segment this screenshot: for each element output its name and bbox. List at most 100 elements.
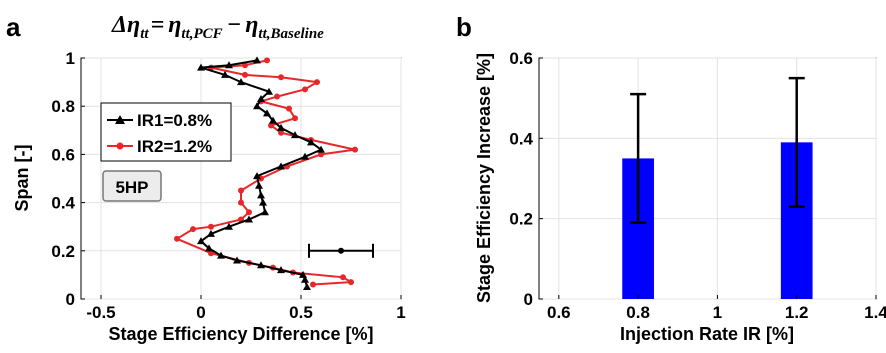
chart-b-frame — [538, 57, 877, 300]
data-point-ir2 — [208, 223, 214, 230]
chart-a-legend: IR1=0.8% IR2=1.2% — [100, 102, 232, 162]
data-point-ir1 — [253, 56, 261, 64]
chart-b-ytick-label: 0.6 — [509, 49, 533, 68]
data-point-ir2 — [348, 279, 354, 286]
title-sub-tt: tt — [140, 26, 149, 42]
data-point-ir1 — [253, 102, 261, 110]
annotation-5hp: 5HP — [102, 170, 162, 202]
data-point-ir2 — [190, 226, 196, 233]
chart-b-ylabel: Stage Efficiency Increase [%] — [474, 53, 494, 303]
legend-label-ir2: IR2=1.2% — [137, 137, 212, 156]
data-point-ir1 — [263, 109, 271, 117]
data-point-ir1 — [317, 145, 325, 153]
legend-label-ir1: IR1=0.8% — [137, 111, 212, 130]
data-point-ir1 — [255, 181, 263, 189]
annotation-label: 5HP — [115, 178, 148, 197]
data-point-ir2 — [278, 129, 284, 136]
data-point-ir1 — [205, 244, 213, 252]
data-point-ir2 — [268, 122, 274, 129]
chart-b-xtick-label: 0.8 — [626, 303, 650, 322]
chart-a-xtick-label: 0 — [196, 303, 205, 322]
data-point-ir1 — [257, 191, 265, 199]
chart-b-bars — [622, 76, 813, 299]
chart-a-ylabel: Span [-] — [12, 145, 32, 212]
data-point-ir1 — [207, 229, 215, 237]
title-eq: = — [151, 12, 165, 38]
chart-b-xtick-label: 0.6 — [547, 303, 571, 322]
title-minus: − — [227, 12, 242, 38]
data-point-ir1 — [197, 237, 205, 245]
chart-a-ytick-label: 0 — [66, 290, 75, 309]
chart-a: -0.5 0 0.5 1 0 0.2 0.4 0.6 0.8 1 Stage Efficiency… — [12, 49, 406, 344]
chart-a-series — [174, 56, 358, 290]
svg-text:Δηtt=ηtt,PCF−ηtt,Baseline: Δηtt= ηtt,PCF − ηtt,Baseline — [111, 12, 324, 42]
panel-b-label: b — [456, 12, 472, 42]
data-point-ir1 — [307, 138, 315, 146]
data-point-ir1 — [217, 251, 225, 259]
chart-a-ytick-label: 0.6 — [51, 145, 75, 164]
data-point-ir1 — [261, 208, 269, 216]
data-point-ir1 — [197, 63, 205, 71]
legend-marker-ir2 — [116, 142, 124, 150]
data-point-ir2 — [208, 250, 214, 257]
data-point-ir2 — [242, 71, 248, 78]
data-point-ir2 — [174, 235, 180, 242]
chart-b-ytick-label: 0 — [524, 290, 533, 309]
data-point-ir2 — [286, 105, 292, 112]
chart-a-ytick-label: 0.2 — [51, 242, 75, 261]
data-point-ir1 — [245, 215, 253, 223]
legend-box — [100, 102, 232, 162]
data-point-ir2 — [238, 187, 244, 194]
chart-a-ytick-label: 1 — [66, 49, 75, 68]
chart-a-ytick-label: 0.8 — [51, 97, 75, 116]
chart-a-ytick-label: 0.4 — [51, 194, 75, 213]
data-point-ir1 — [301, 152, 309, 160]
chart-a-title: Δηtt= ηtt,PCF − ηtt,Baseline — [111, 12, 324, 42]
chart-a-xtick-label: -0.5 — [86, 303, 115, 322]
data-point-ir2 — [292, 115, 298, 122]
data-point-ir2 — [242, 62, 248, 69]
data-point-ir2 — [246, 209, 252, 216]
data-point-ir1 — [259, 198, 267, 206]
chart-b-xtick-label: 1.4 — [864, 303, 886, 322]
chart-a-xtick-label: 1 — [396, 303, 405, 322]
legend-marker-ir1 — [115, 115, 125, 124]
data-point-ir2 — [314, 79, 320, 86]
data-point-ir2 — [352, 146, 358, 153]
data-point-ir2 — [318, 151, 324, 158]
title-delta: Δ — [111, 12, 127, 38]
data-point-ir1 — [225, 61, 233, 69]
data-point-ir1 — [301, 275, 309, 283]
data-point-ir1 — [221, 70, 229, 78]
data-point-ir1 — [269, 116, 277, 124]
data-point-ir2 — [264, 57, 270, 64]
data-point-ir1 — [277, 162, 285, 170]
chart-a-ticks: -0.5 0 0.5 1 0 0.2 0.4 0.6 0.8 1 — [51, 49, 405, 322]
chart-a-errorbar — [308, 243, 374, 258]
chart-b-xlabel: Injection Rate IR [%] — [620, 324, 794, 344]
data-point-ir1 — [225, 222, 233, 230]
data-point-ir2 — [274, 93, 280, 100]
data-point-ir1 — [237, 78, 245, 86]
panel-a-label: a — [6, 12, 21, 42]
errorbar-point — [338, 247, 344, 254]
chart-b: 0.6 0.8 1 1.2 1.4 0 0.2 0.4 0.6 Injection Rate I… — [474, 49, 886, 344]
title-eta-2: η — [168, 12, 181, 38]
data-point-ir1 — [257, 261, 265, 269]
chart-a-xtick-label: 0.5 — [289, 303, 313, 322]
chart-b-xtick-label: 1.2 — [785, 303, 809, 322]
data-point-ir1 — [299, 270, 307, 278]
data-point-ir2 — [302, 86, 308, 93]
chart-b-ytick-label: 0.4 — [509, 129, 533, 148]
data-point-ir1 — [265, 87, 273, 95]
data-point-ir1 — [291, 131, 299, 139]
data-point-ir1 — [253, 172, 261, 180]
chart-b-xtick-label: 1 — [713, 303, 722, 322]
annotation-box — [102, 170, 162, 202]
chart-b-ticks: 0.6 0.8 1 1.2 1.4 0 0.2 0.4 0.6 — [509, 49, 886, 322]
data-point-ir2 — [310, 281, 316, 288]
chart-b-ytick-label: 0.2 — [509, 210, 533, 229]
data-point-ir1 — [303, 282, 311, 290]
title-sub-base: tt,Baseline — [258, 26, 324, 42]
